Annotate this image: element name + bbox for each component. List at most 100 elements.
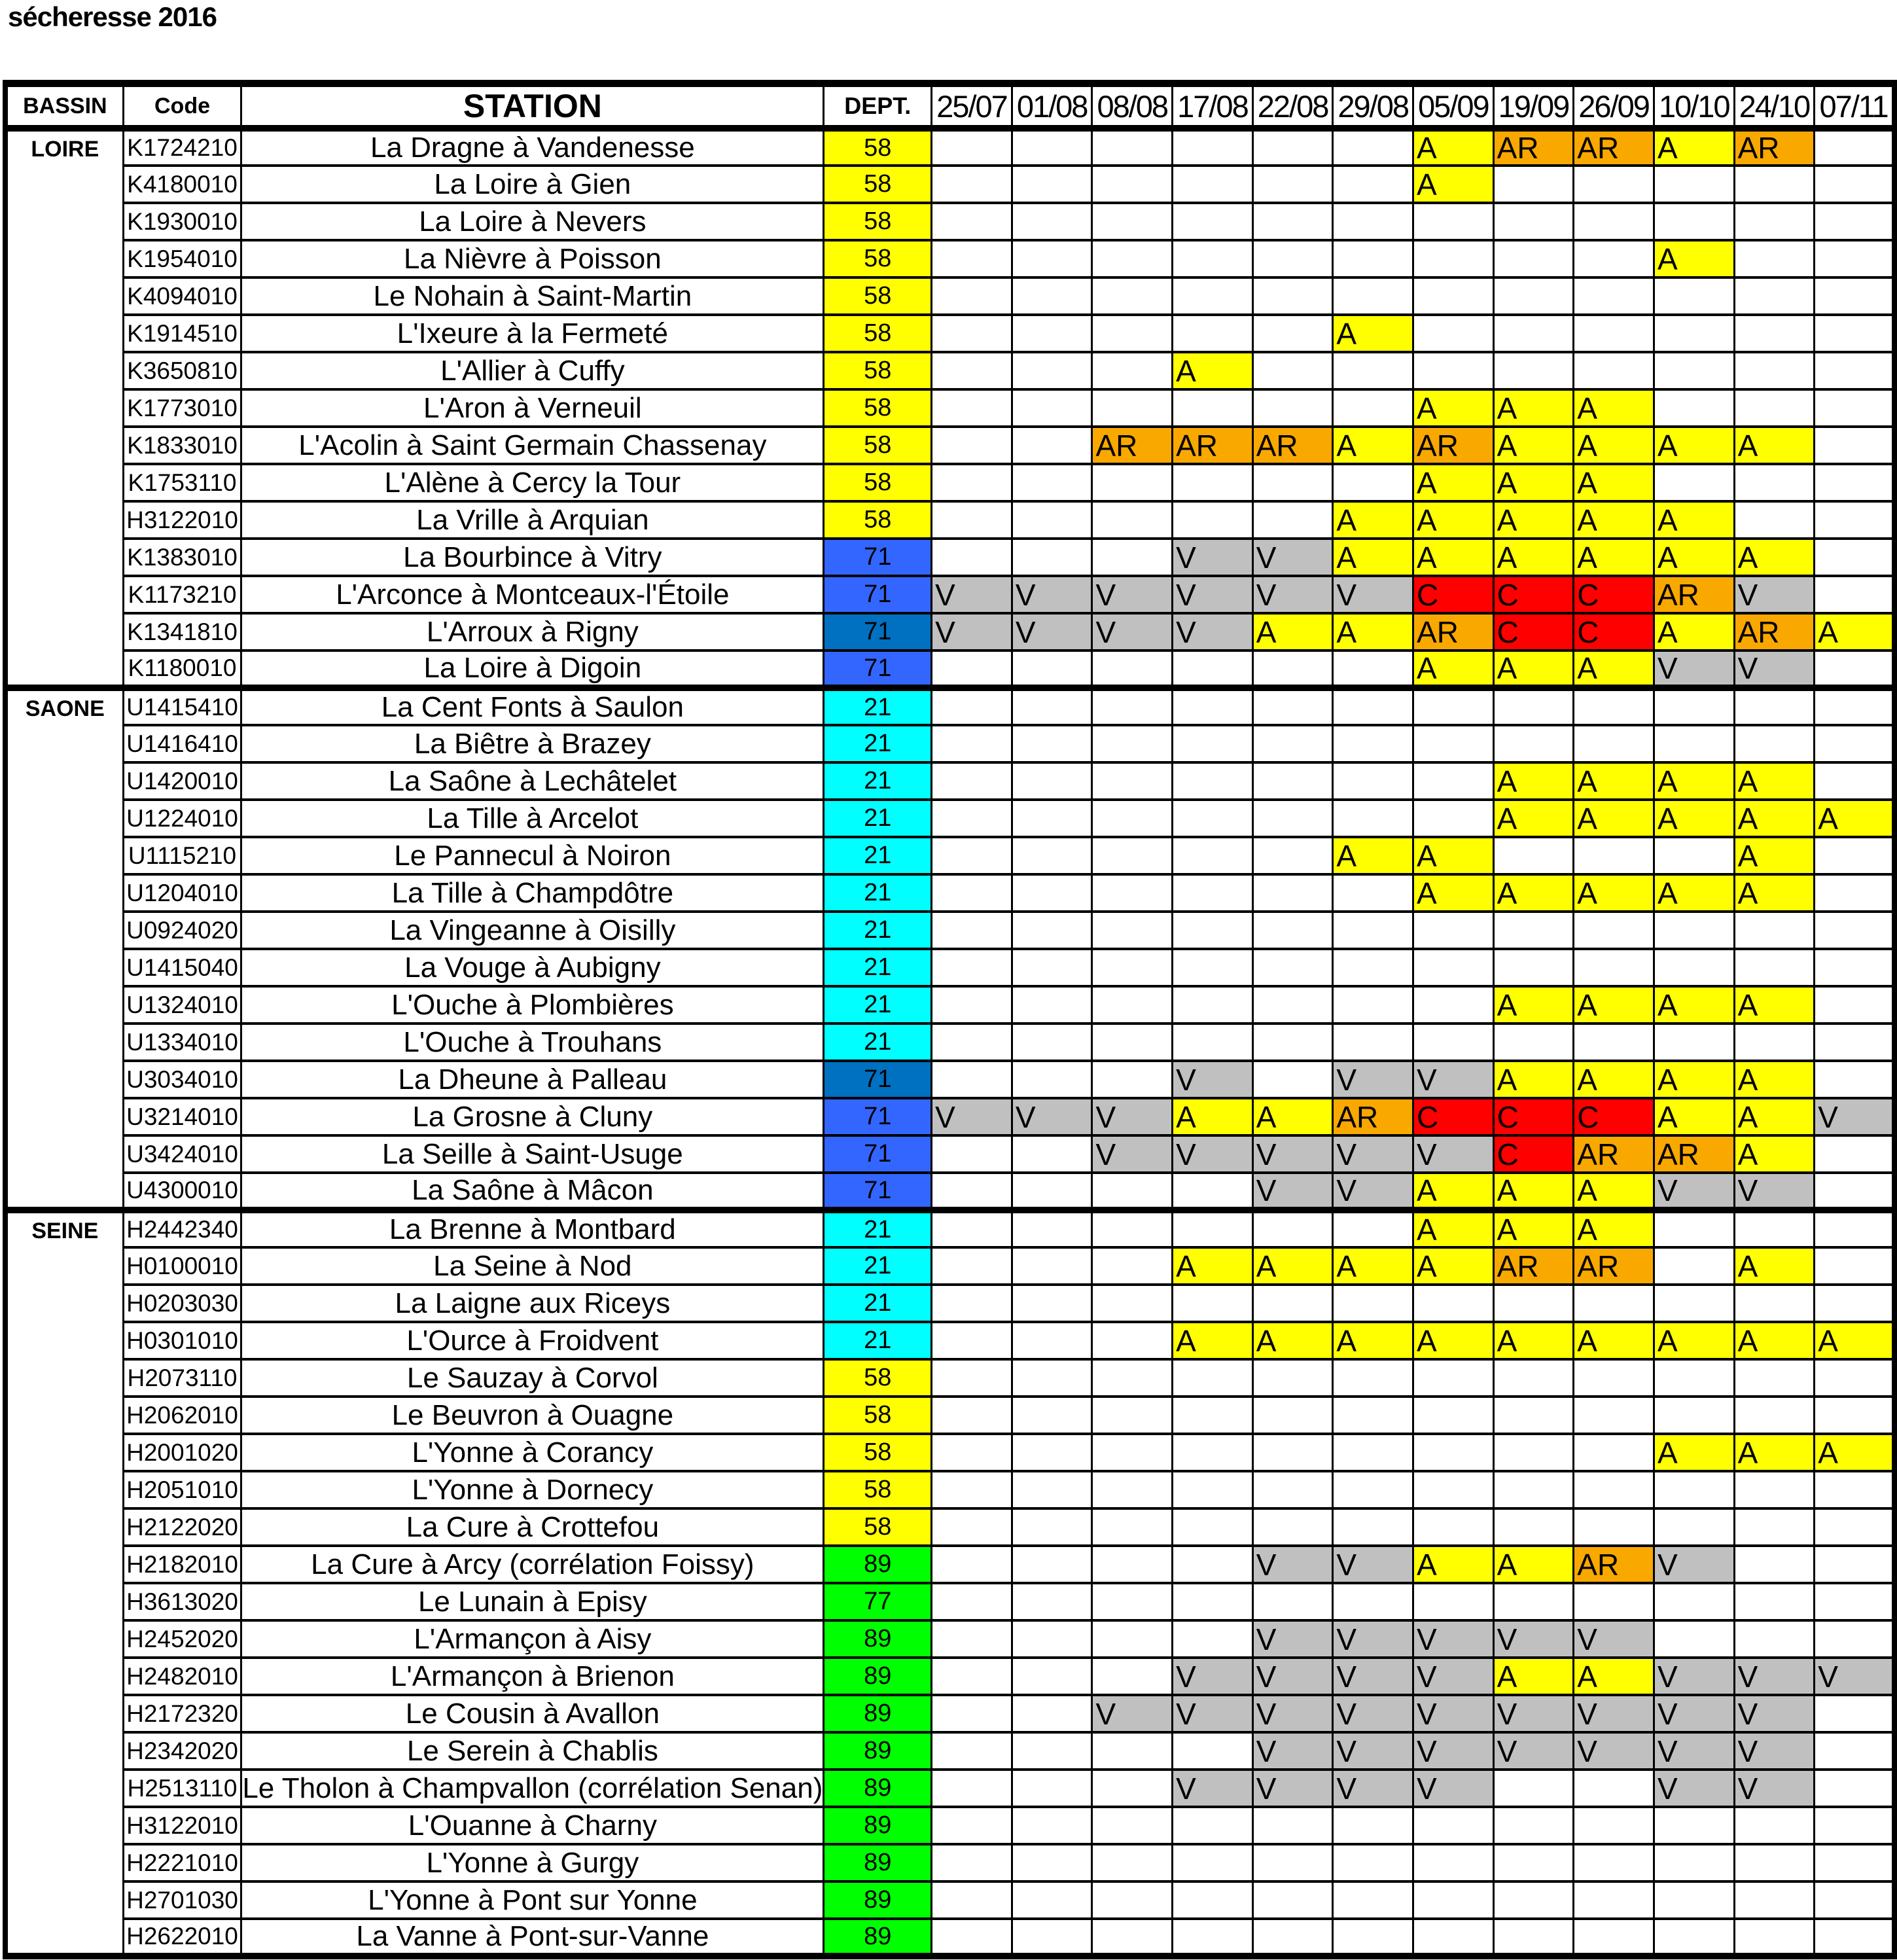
status-cell — [1251, 276, 1334, 316]
status-cell: A — [1733, 873, 1816, 913]
status-cell — [1010, 836, 1093, 876]
status-cell: V — [1251, 1171, 1334, 1211]
status-cell — [1010, 1917, 1093, 1957]
status-cell — [1492, 164, 1575, 204]
station-code-cell: U3214010 — [122, 1097, 243, 1137]
status-cell — [1572, 836, 1655, 876]
status-cell: V — [1332, 1134, 1415, 1174]
status-cell — [1492, 1507, 1575, 1547]
status-cell — [931, 1207, 1013, 1249]
status-cell: A — [1652, 873, 1735, 913]
status-cell — [1572, 202, 1655, 241]
status-cell: V — [1010, 612, 1093, 652]
status-cell — [1652, 724, 1735, 764]
status-cell — [1813, 724, 1896, 764]
status-cell — [1813, 685, 1896, 726]
table-row: U3214010 La Grosne à Cluny 71 V V V A A AR C C C A A V — [5, 1097, 1896, 1137]
col-header-bassin: BASSIN — [4, 82, 124, 132]
status-cell: A — [1492, 500, 1575, 540]
status-cell — [931, 948, 1013, 988]
status-cell: V — [1171, 1694, 1254, 1734]
station-name-cell: La Cent Fonts à Saulon — [240, 685, 825, 726]
status-cell — [1010, 1582, 1093, 1622]
station-code-cell: K1724210 — [122, 125, 243, 167]
station-code-cell: K1930010 — [122, 202, 243, 241]
status-cell — [1412, 1433, 1495, 1472]
status-cell: A — [1412, 836, 1495, 876]
status-cell — [931, 1507, 1013, 1547]
status-cell: V — [1733, 1731, 1816, 1771]
status-cell: AR — [1492, 1246, 1575, 1286]
status-cell — [1251, 1582, 1334, 1622]
status-cell: A — [1572, 1207, 1655, 1249]
status-cell — [1332, 1470, 1415, 1510]
status-cell — [1652, 351, 1735, 391]
status-cell — [1251, 202, 1334, 241]
status-cell — [1251, 1283, 1334, 1323]
station-name-cell: L'Yonne à Corancy — [240, 1433, 825, 1472]
status-cell: V — [1652, 1731, 1735, 1771]
status-cell: V — [1251, 1731, 1334, 1771]
status-cell — [1091, 239, 1174, 279]
station-code-cell: H2172320 — [122, 1694, 243, 1734]
status-cell — [1733, 1283, 1816, 1323]
status-cell — [1572, 313, 1655, 353]
table-row: U1420010 La Saône à Lechâtelet 21 A A A A — [5, 761, 1896, 801]
status-cell: V — [1251, 1619, 1334, 1659]
status-cell — [931, 798, 1013, 838]
status-cell — [1733, 685, 1816, 726]
table-row: H0100010 La Seine à Nod 21 A A A A AR AR A — [5, 1246, 1896, 1286]
date-header-cell: 10/10 — [1652, 82, 1735, 132]
station-name-cell: L'Alène à Cercy la Tour — [240, 463, 825, 503]
status-cell — [1412, 798, 1495, 838]
status-cell: V — [1171, 612, 1254, 652]
table-row: U3034010 La Dheune à Palleau 71 V V V A A A A — [5, 1060, 1896, 1099]
status-cell: V — [1412, 1768, 1495, 1808]
status-cell — [1572, 351, 1655, 391]
status-cell — [1813, 649, 1896, 689]
status-cell: V — [1733, 575, 1816, 615]
status-cell — [1813, 388, 1896, 428]
table-row: U1334010 L'Ouche à Trouhans 21 — [5, 1022, 1896, 1062]
status-cell — [1010, 500, 1093, 540]
status-cell: V — [1091, 1694, 1174, 1734]
status-cell — [1733, 1582, 1816, 1622]
status-cell — [931, 685, 1013, 726]
status-cell — [1412, 351, 1495, 391]
station-code-cell: H2051010 — [122, 1470, 243, 1510]
station-name-cell: L'Ouche à Plombières — [240, 985, 825, 1025]
dept-cell: 89 — [823, 1619, 933, 1659]
status-cell — [1813, 1207, 1896, 1249]
status-cell — [1332, 1843, 1415, 1883]
station-name-cell: L'Arconce à Montceaux-l'Étoile — [240, 575, 825, 615]
date-header-cell: 29/08 — [1332, 82, 1415, 132]
status-cell: V — [1171, 537, 1254, 577]
status-cell — [1171, 1171, 1254, 1211]
status-cell — [1652, 1843, 1735, 1883]
station-name-cell: La Brenne à Montbard — [240, 1207, 825, 1249]
status-cell: A — [1733, 798, 1816, 838]
dept-cell: 71 — [823, 537, 933, 577]
status-cell — [1813, 575, 1896, 615]
status-cell — [1813, 1470, 1896, 1510]
col-header-code: Code — [122, 82, 243, 132]
station-code-cell: U1224010 — [122, 798, 243, 838]
station-code-cell: U1115210 — [122, 836, 243, 876]
status-cell — [1733, 948, 1816, 988]
dept-cell: 58 — [823, 1470, 933, 1510]
status-cell: C — [1572, 575, 1655, 615]
status-cell: A — [1492, 1656, 1575, 1696]
status-cell: A — [1652, 1433, 1735, 1472]
status-cell — [1091, 798, 1174, 838]
status-cell: V — [1010, 575, 1093, 615]
status-cell — [1010, 1768, 1093, 1808]
status-cell — [1251, 836, 1334, 876]
status-cell — [1492, 1358, 1575, 1398]
status-cell — [1492, 1283, 1575, 1323]
dept-cell: 71 — [823, 575, 933, 615]
status-cell: A — [1412, 537, 1495, 577]
dept-cell: 71 — [823, 1134, 933, 1174]
dept-cell: 89 — [823, 1694, 933, 1734]
station-code-cell: H2622010 — [122, 1917, 243, 1957]
station-name-cell: La Vouge à Aubigny — [240, 948, 825, 988]
